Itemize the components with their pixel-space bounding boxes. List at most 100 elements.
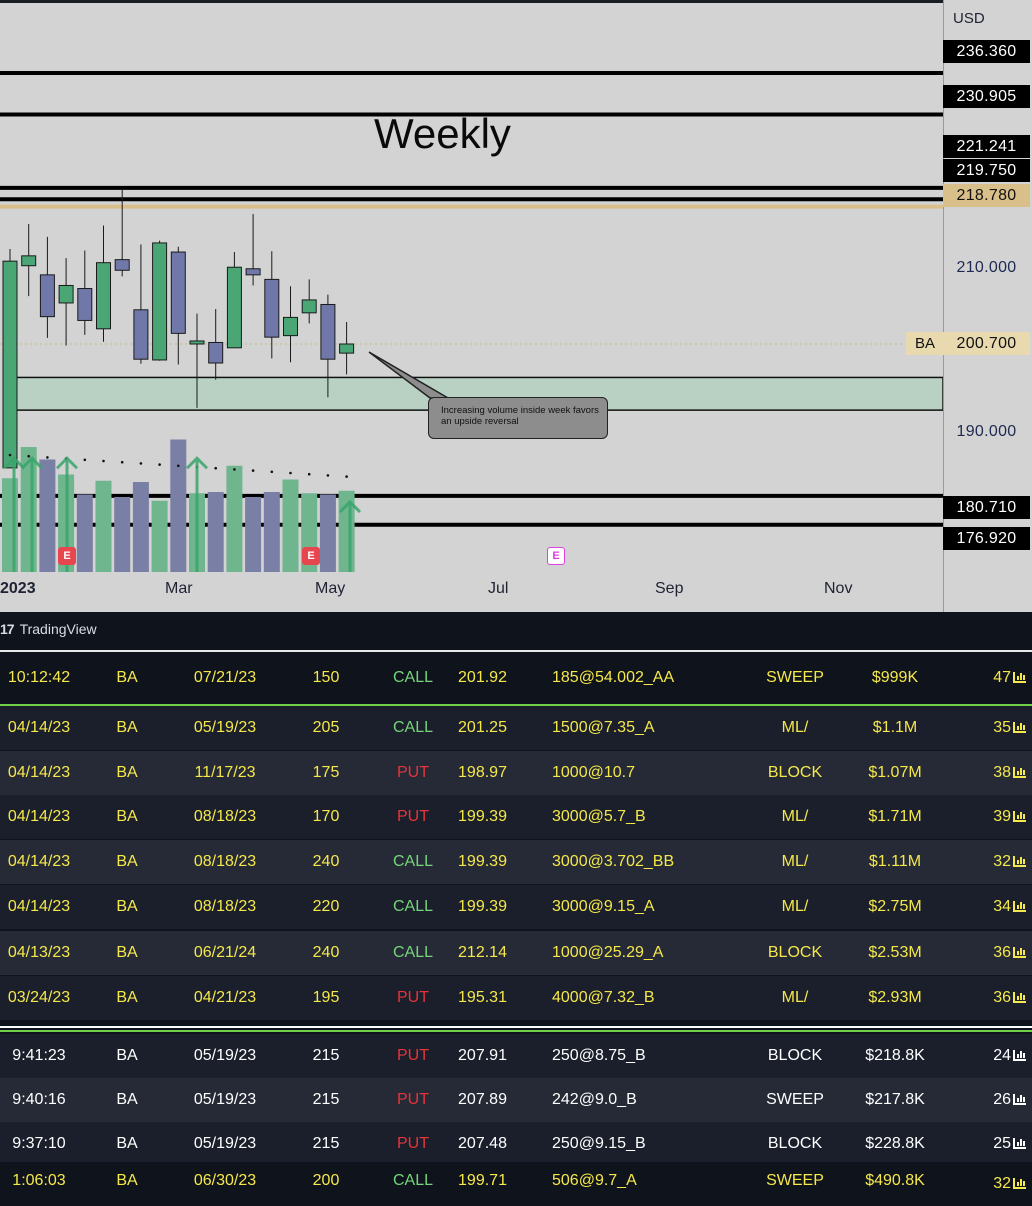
cell-exp: 06/21/24	[193, 944, 257, 961]
volume-average-dot	[27, 454, 31, 458]
cell-strike: 205	[312, 719, 340, 736]
cell-kind: SWEEP	[766, 1172, 824, 1189]
volume-average-dot	[307, 472, 311, 476]
cell-type: CALL	[392, 669, 434, 686]
cell-spot: 199.39	[458, 898, 507, 915]
table-row[interactable]: 04/13/23 BA 06/21/24 240 CALL 212.14 1000@25.2…	[0, 931, 1032, 975]
chart-bars-icon[interactable]	[1013, 1138, 1026, 1149]
cell-kind: ML/	[781, 808, 809, 825]
cell-prem: $999K	[871, 669, 919, 686]
cell-strike: 195	[312, 989, 340, 1006]
chart-bars-icon[interactable]	[1013, 722, 1026, 733]
chart-bars-icon[interactable]	[1013, 901, 1026, 912]
time-axis-label: Mar	[165, 580, 193, 597]
cell-prem: $490.8K	[865, 1172, 925, 1189]
cell-score: 36	[960, 976, 1026, 1020]
table-row[interactable]: 9:40:16 BA 05/19/23 215 PUT 207.89 242@9.0_B SW…	[0, 1078, 1032, 1122]
chart-bars-icon[interactable]	[1013, 1094, 1026, 1105]
chart-bars-icon[interactable]	[1013, 947, 1026, 958]
cell-exp: 05/19/23	[193, 719, 257, 736]
table-row[interactable]: 04/14/23 BA 05/19/23 205 CALL 201.25 1500@7.35…	[0, 706, 1032, 750]
cell-sym: BA	[116, 669, 138, 686]
chart-bars-icon[interactable]	[1013, 672, 1026, 683]
cell-score: 39	[960, 795, 1026, 839]
volume-arrow-icon	[185, 456, 209, 572]
candlestick-chart[interactable]	[0, 0, 1032, 612]
cell-exp: 08/18/23	[193, 853, 257, 870]
cell-type: PUT	[397, 1091, 429, 1108]
cell-time: 04/14/23	[7, 719, 71, 736]
cell-spot: 201.25	[458, 719, 507, 736]
cell-kind: ML/	[781, 853, 809, 870]
upcoming-earnings-icon[interactable]: E	[547, 547, 565, 565]
candle-body	[152, 242, 168, 361]
chart-bars-icon[interactable]	[1013, 992, 1026, 1003]
cell-sym: BA	[116, 898, 138, 915]
cell-detail: 1000@10.7	[552, 764, 635, 781]
tradingview-logo[interactable]: 17 TradingView	[0, 621, 97, 637]
volume-bar	[132, 482, 149, 572]
cell-type: PUT	[397, 1047, 429, 1064]
table-row[interactable]: 03/24/23 BA 04/21/23 195 PUT 195.31 4000@7.32_…	[0, 976, 1032, 1020]
candle-body	[339, 343, 355, 354]
chart-bars-icon[interactable]	[1013, 811, 1026, 822]
cell-strike: 215	[312, 1047, 340, 1064]
cell-type: PUT	[397, 764, 429, 781]
cell-kind: BLOCK	[767, 1047, 823, 1064]
price-tick-190: 190.000	[956, 423, 1017, 440]
chart-bars-icon[interactable]	[1013, 767, 1026, 778]
table-row[interactable]: 04/14/23 BA 11/17/23 175 PUT 198.97 1000@10.7 B…	[0, 751, 1032, 795]
candle-body	[264, 278, 280, 338]
volume-arrow-icon	[338, 499, 362, 572]
table-row[interactable]: 04/14/23 BA 08/18/23 170 PUT 199.39 3000@5.7_B…	[0, 795, 1032, 839]
volume-bar	[2, 478, 18, 572]
cell-detail: 250@8.75_B	[552, 1047, 646, 1064]
volume-bar	[319, 494, 336, 572]
table-row[interactable]: 04/14/23 BA 08/18/23 220 CALL 199.39 3000@9.15…	[0, 885, 1032, 929]
volume-average-dot	[233, 468, 236, 471]
chart-bars-icon[interactable]	[1013, 1050, 1026, 1061]
cell-prem: $228.8K	[865, 1135, 925, 1152]
table-row[interactable]: 04/14/23 BA 08/18/23 240 CALL 199.39 3000@3.70…	[0, 840, 1032, 884]
cell-score: 26	[960, 1078, 1026, 1122]
cell-spot: 212.14	[458, 944, 507, 961]
chart-panel[interactable]: Weekly USD 236.360 230.905 221.241 219.7…	[0, 0, 1032, 612]
cell-score: 34	[960, 885, 1026, 929]
candle-body	[133, 309, 149, 360]
cell-detail: 185@54.002_AA	[552, 669, 675, 686]
cell-strike: 150	[312, 669, 340, 686]
candle-body	[77, 288, 93, 321]
earnings-icon[interactable]: E	[58, 547, 76, 565]
table-row[interactable]: 10:12:42 BA 07/21/23 150 CALL 201.92 185@54.00…	[0, 656, 1032, 700]
cell-type: CALL	[392, 898, 434, 915]
table-row[interactable]: 9:41:23 BA 05/19/23 215 PUT 207.91 250@8.75_B B…	[0, 1034, 1032, 1078]
cell-score: 32	[960, 840, 1026, 884]
volume-average-dot	[158, 463, 161, 466]
volume-average-dot	[102, 459, 105, 463]
annotation-callout[interactable]: Increasing volume inside week favors an …	[428, 397, 608, 439]
cell-detail: 1000@25.29_A	[552, 944, 664, 961]
cell-type: PUT	[397, 989, 429, 1006]
table-row[interactable]: 1:06:03 BA 06/30/23 200 CALL 199.71 506@9.7_A S…	[0, 1162, 1032, 1200]
earnings-icon[interactable]: E	[302, 547, 320, 565]
cell-prem: $1.1M	[872, 719, 918, 736]
cell-strike: 170	[312, 808, 340, 825]
cell-time: 04/14/23	[7, 853, 71, 870]
cell-strike: 175	[312, 764, 340, 781]
currency-label: USD	[953, 10, 985, 27]
volume-bar	[95, 480, 112, 572]
cell-detail: 250@9.15_B	[552, 1135, 646, 1152]
cell-kind: ML/	[781, 719, 809, 736]
cell-sym: BA	[116, 719, 138, 736]
candle-body	[189, 340, 205, 345]
table-row[interactable]: 9:37:10 BA 05/19/23 215 PUT 207.48 250@9.15_B B…	[0, 1122, 1032, 1166]
candle-body	[226, 266, 242, 349]
candle-body	[2, 260, 18, 469]
cell-exp: 05/19/23	[193, 1091, 257, 1108]
cell-score: 47	[960, 656, 1026, 700]
cell-spot: 201.92	[458, 669, 507, 686]
cell-detail: 1500@7.35_A	[552, 719, 655, 736]
chart-bars-icon[interactable]	[1013, 856, 1026, 867]
cell-time: 04/14/23	[7, 808, 71, 825]
chart-bars-icon[interactable]	[1013, 1178, 1026, 1189]
